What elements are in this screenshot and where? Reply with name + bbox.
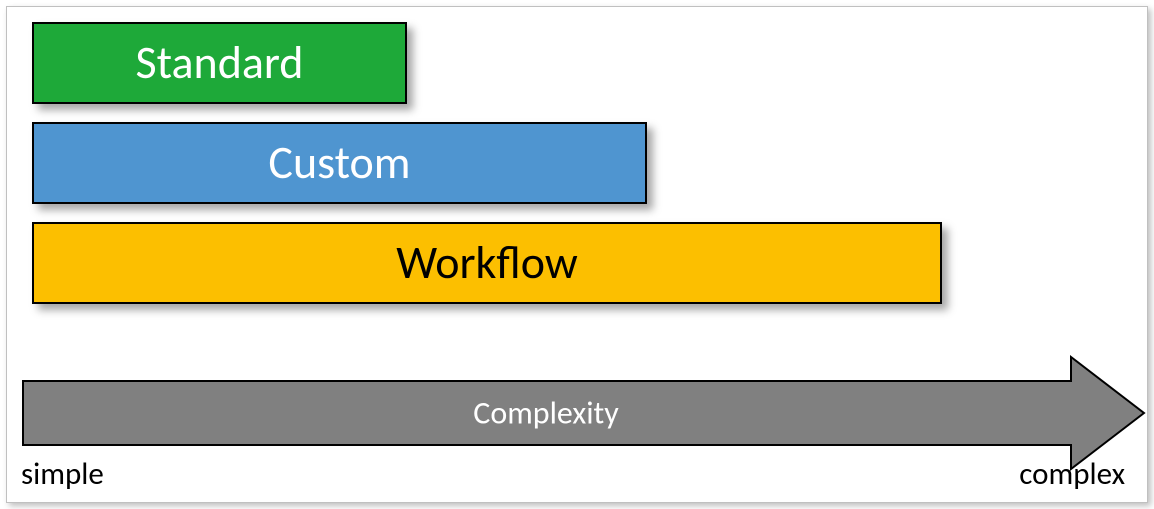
bar-standard: Standard <box>32 22 407 104</box>
complexity-arrow: Complexity <box>21 355 1146 471</box>
axis-end-label: complex <box>1019 455 1125 493</box>
axis-start-label: simple <box>21 455 104 493</box>
bar-label: Workflow <box>396 235 578 291</box>
bar-label: Standard <box>136 35 304 91</box>
arrow-label: Complexity <box>473 394 619 433</box>
diagram-frame: Standard Custom Workflow Complexity simp… <box>6 6 1148 503</box>
bar-label: Custom <box>268 135 410 191</box>
bar-custom: Custom <box>32 122 647 204</box>
bar-workflow: Workflow <box>32 222 942 304</box>
